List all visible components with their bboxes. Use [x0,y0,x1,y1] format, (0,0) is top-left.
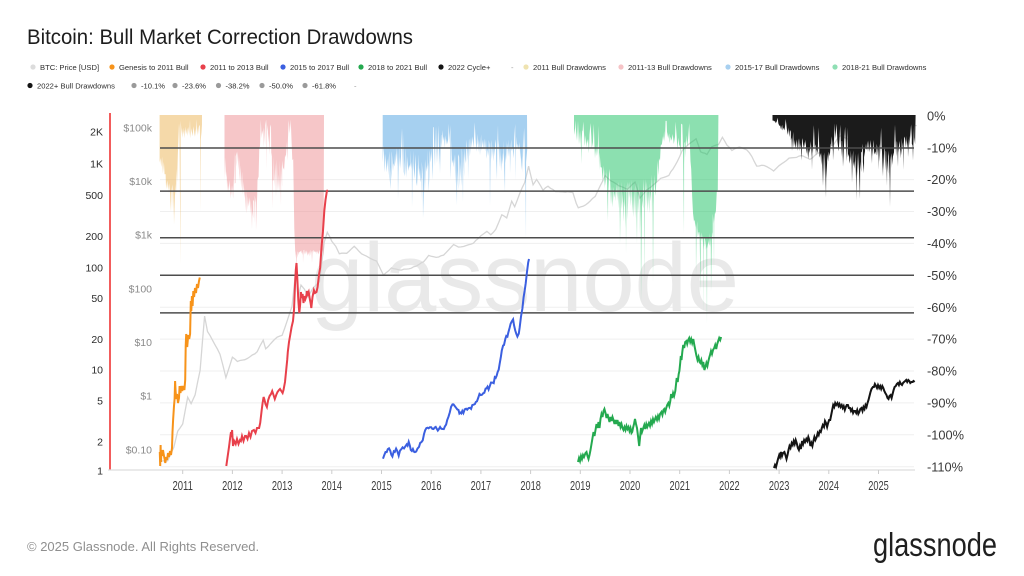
svg-text:Genesis to 2011 Bull: Genesis to 2011 Bull [119,63,189,72]
svg-text:2023: 2023 [769,478,790,493]
svg-text:2024: 2024 [819,478,840,493]
svg-text:$1: $1 [140,391,152,403]
svg-text:-100%: -100% [927,427,964,442]
svg-text:2013: 2013 [272,478,293,493]
svg-text:2011-13 Bull Drawdowns: 2011-13 Bull Drawdowns [628,63,712,72]
svg-text:-10.1%: -10.1% [141,81,165,90]
svg-text:BTC: Price [USD]: BTC: Price [USD] [40,63,99,72]
svg-text:2011: 2011 [172,478,193,493]
svg-text:$10k: $10k [129,176,153,188]
svg-text:2025: 2025 [868,478,889,493]
svg-text:-110%: -110% [927,459,963,474]
svg-text:2018-21 Bull Drawdowns: 2018-21 Bull Drawdowns [842,63,927,72]
svg-text:2018 to 2021 Bull: 2018 to 2021 Bull [368,63,427,72]
svg-text:2015 to 2017 Bull: 2015 to 2017 Bull [290,63,349,72]
svg-text:2011 to 2013 Bull: 2011 to 2013 Bull [210,63,269,72]
svg-text:2022: 2022 [719,478,740,493]
svg-text:glassnode: glassnode [873,527,997,564]
svg-text:2017: 2017 [471,478,492,493]
svg-text:-61.8%: -61.8% [312,81,336,90]
svg-text:200: 200 [85,231,103,243]
svg-text:2015-17 Bull Drawdowns: 2015-17 Bull Drawdowns [735,63,820,72]
svg-text:-40%: -40% [927,236,957,251]
svg-text:2015: 2015 [371,478,392,493]
svg-text:10: 10 [91,365,103,377]
svg-text:-50%: -50% [927,268,957,283]
svg-text:$100: $100 [129,284,153,296]
svg-text:1K: 1K [90,159,103,171]
svg-text:2020: 2020 [620,478,641,493]
svg-text:2018: 2018 [520,478,541,493]
svg-text:-20%: -20% [927,172,957,187]
svg-text:2K: 2K [90,127,103,139]
svg-text:-50.0%: -50.0% [269,81,293,90]
svg-text:Bitcoin: Bull Market Correctio: Bitcoin: Bull Market Correction Drawdown… [27,26,413,49]
svg-text:$10: $10 [134,337,152,349]
svg-text:-70%: -70% [927,332,957,347]
svg-text:50: 50 [91,293,103,305]
svg-text:2014: 2014 [322,478,343,493]
svg-text:2022+ Bull Drawdowns: 2022+ Bull Drawdowns [37,81,115,90]
svg-text:0%: 0% [927,108,946,123]
svg-text:2021: 2021 [669,478,690,493]
svg-text:-38.2%: -38.2% [226,81,250,90]
svg-text:-90%: -90% [927,396,957,411]
svg-text:-80%: -80% [927,364,957,379]
svg-text:500: 500 [85,190,103,202]
svg-text:-30%: -30% [927,204,957,219]
svg-text:$1k: $1k [135,230,153,242]
svg-text:20: 20 [91,334,103,346]
svg-text:$0.10: $0.10 [126,445,152,457]
svg-text:100: 100 [85,263,103,275]
svg-text:-: - [354,81,357,90]
svg-text:-60%: -60% [927,300,957,315]
svg-text:5: 5 [97,396,103,408]
svg-text:2011 Bull Drawdowns: 2011 Bull Drawdowns [533,63,606,72]
svg-text:2016: 2016 [421,478,442,493]
svg-text:2: 2 [97,437,103,449]
svg-text:© 2025 Glassnode. All Rights R: © 2025 Glassnode. All Rights Reserved. [27,539,259,554]
svg-text:2012: 2012 [222,478,243,493]
svg-text:-: - [511,63,514,72]
svg-text:-10%: -10% [927,140,957,155]
svg-text:1: 1 [97,466,103,478]
svg-text:glassnode: glassnode [311,223,739,332]
svg-text:2022 Cycle+: 2022 Cycle+ [448,63,491,72]
svg-text:$100k: $100k [123,123,152,135]
svg-text:2019: 2019 [570,478,591,493]
svg-text:-23.6%: -23.6% [182,81,206,90]
